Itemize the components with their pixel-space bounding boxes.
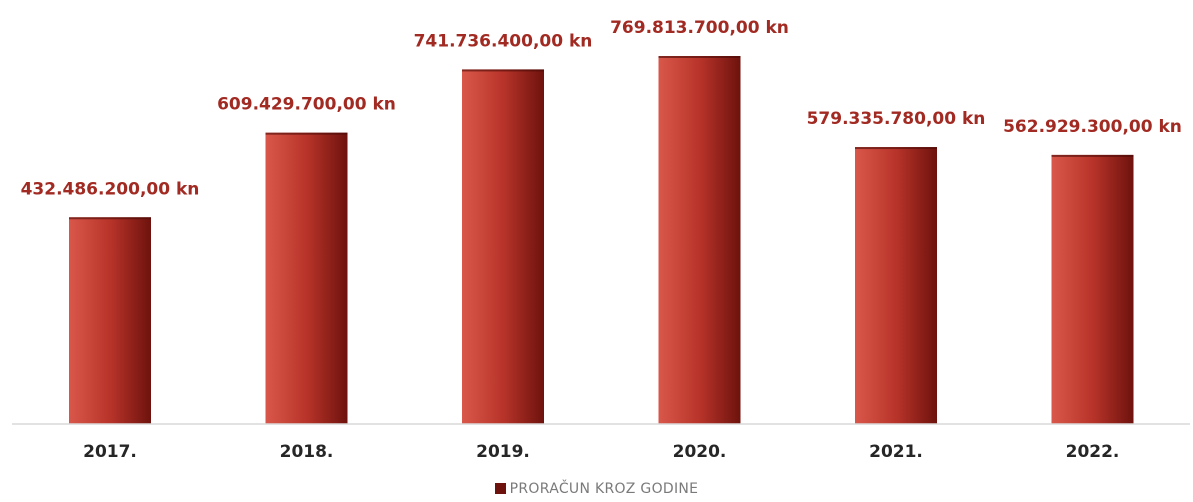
data-label: 432.486.200,00 kn [21,179,200,199]
bar-2020 [658,56,741,424]
x-tick-label: 2018. [280,442,334,462]
data-label: 769.813.700,00 kn [610,18,789,38]
x-tick-label: 2017. [83,442,137,462]
x-tick-label: 2021. [869,442,923,462]
bar-top-edge [69,217,151,220]
bar-2019 [462,69,544,425]
legend: PRORAČUN KROZ GODINE [0,481,1193,497]
data-label: 741.736.400,00 kn [414,31,593,51]
data-label: 562.929.300,00 kn [1003,117,1182,137]
bar-2022 [1051,154,1134,424]
bar-top-edge [265,132,348,135]
bar-top-edge [855,147,937,150]
bar-top-edge [462,69,544,72]
bar-2021 [855,147,937,424]
x-tick-label: 2020. [673,442,727,462]
data-label: 609.429.700,00 kn [217,95,396,115]
x-tick-label: 2019. [476,442,530,462]
bar-2017 [69,217,151,424]
bar-2018 [265,132,348,424]
bar-top-edge [658,56,741,58]
legend-label: PRORAČUN KROZ GODINE [509,481,699,497]
x-tick-label: 2022. [1066,442,1120,462]
legend-swatch [494,483,506,494]
bar-top-edge [1051,154,1134,157]
data-label: 579.335.780,00 kn [807,109,986,129]
